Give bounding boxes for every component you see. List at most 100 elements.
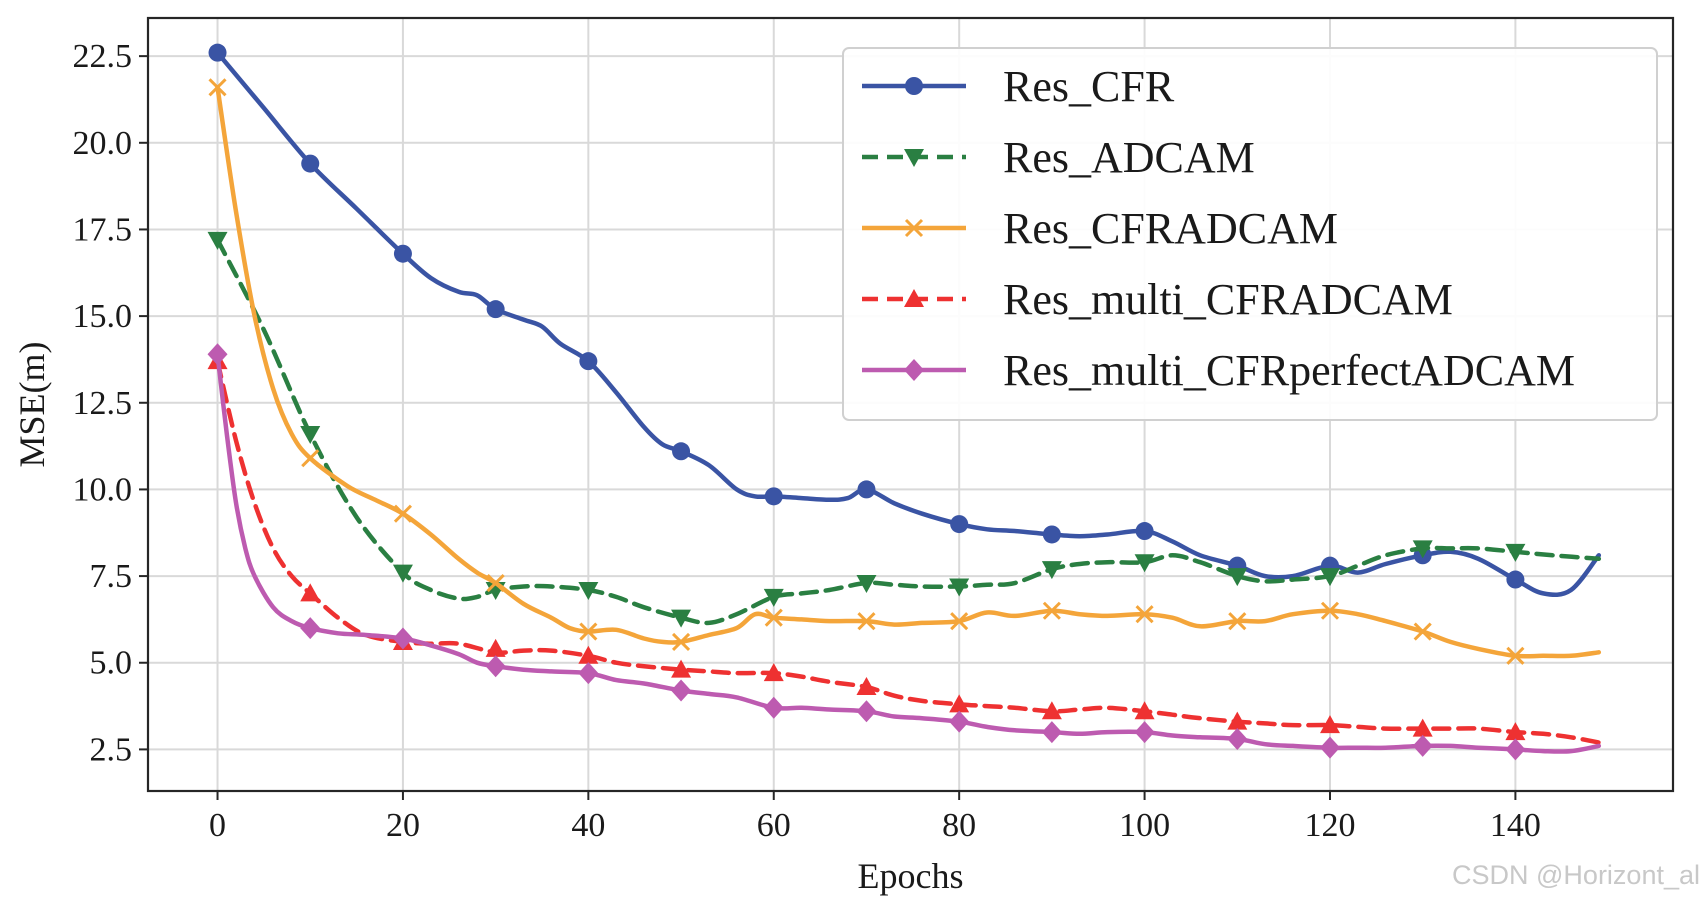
data-point — [1228, 612, 1247, 631]
legend-marker — [905, 77, 923, 95]
data-point — [1506, 646, 1525, 665]
data-point — [949, 694, 970, 713]
data-point — [393, 244, 412, 263]
data-point — [1319, 736, 1340, 759]
data-point — [301, 154, 320, 173]
y-tick-label: 10.0 — [73, 471, 133, 508]
data-point — [579, 622, 598, 641]
y-tick-label: 22.5 — [73, 38, 133, 75]
data-point — [856, 575, 877, 594]
y-tick-label: 2.5 — [90, 731, 133, 768]
legend-marker — [904, 218, 924, 238]
legend-item: Res_ADCAM — [862, 133, 1255, 182]
data-point — [763, 588, 784, 607]
legend-label: Res_CFRADCAM — [1003, 204, 1338, 253]
series-1 — [208, 43, 1602, 598]
x-tick-label: 0 — [209, 807, 226, 844]
y-tick-label: 17.5 — [73, 211, 133, 248]
data-point — [301, 449, 320, 468]
data-point — [1320, 601, 1340, 620]
data-point — [763, 663, 784, 682]
data-point — [392, 627, 413, 650]
data-point — [208, 78, 227, 97]
data-point — [1135, 522, 1154, 541]
x-tick-label: 140 — [1490, 807, 1541, 844]
legend-label: Res_ADCAM — [1003, 133, 1255, 182]
data-point — [207, 343, 228, 366]
data-point — [1134, 554, 1155, 573]
y-tick-label: 5.0 — [90, 645, 133, 682]
data-point — [1319, 568, 1340, 587]
data-point — [763, 696, 784, 719]
legend-label: Res_multi_CFRperfectADCAM — [1003, 346, 1575, 395]
data-point — [949, 578, 970, 597]
data-point — [300, 425, 321, 444]
data-point — [1042, 601, 1061, 620]
series-5 — [207, 343, 1602, 761]
legend-item: Res_multi_CFRperfectADCAM — [862, 346, 1575, 395]
data-point — [856, 700, 877, 723]
data-point — [1041, 561, 1062, 580]
data-point — [1505, 543, 1526, 562]
y-tick-label: 15.0 — [73, 298, 133, 335]
legend-marker — [904, 149, 924, 167]
x-axis-label: Epochs — [858, 856, 964, 896]
plot-frame — [146, 16, 1675, 793]
y-tick-label: 7.5 — [90, 558, 133, 595]
data-point — [671, 679, 692, 702]
data-point — [486, 573, 505, 593]
data-point — [1227, 568, 1248, 587]
data-point — [1412, 734, 1433, 757]
y-tick-label: 12.5 — [73, 385, 133, 422]
series-layer — [207, 43, 1602, 761]
series-line — [215, 358, 1602, 745]
data-point — [1041, 701, 1062, 720]
series-3 — [208, 78, 1602, 665]
data-point — [671, 632, 691, 652]
data-point — [208, 43, 227, 62]
x-tick-label: 80 — [942, 807, 976, 844]
data-point — [857, 480, 876, 499]
data-point — [485, 655, 506, 678]
data-point — [392, 564, 413, 583]
legend-label: Res_CFR — [1003, 62, 1175, 111]
data-point — [857, 612, 876, 631]
data-point — [1134, 701, 1155, 720]
data-point — [671, 659, 692, 678]
legend-item: Res_CFR — [862, 62, 1175, 111]
data-point — [578, 645, 599, 664]
data-point — [764, 608, 783, 627]
data-point — [1412, 540, 1433, 559]
data-point — [1227, 728, 1248, 751]
data-point — [671, 609, 692, 628]
data-point — [300, 583, 321, 602]
x-tick-label: 60 — [757, 807, 791, 844]
data-point — [856, 677, 877, 696]
data-point — [579, 352, 598, 371]
data-point — [672, 442, 691, 461]
y-tick-label: 20.0 — [73, 125, 133, 162]
data-point — [485, 638, 506, 657]
legend-box — [842, 47, 1658, 421]
series-line — [215, 237, 1602, 626]
x-tick-label: 100 — [1119, 807, 1170, 844]
y-axis-label: MSE(m) — [12, 342, 52, 468]
data-point — [1505, 722, 1526, 741]
data-point — [949, 710, 970, 733]
data-point — [1412, 718, 1433, 737]
legend-marker — [904, 359, 924, 381]
legend: Res_CFR Res_ADCAM Res_CFRADCAM Res_multi_CF… — [842, 47, 1658, 421]
data-point — [578, 581, 599, 600]
data-point — [1135, 605, 1154, 624]
data-point — [300, 617, 321, 640]
data-point — [578, 662, 599, 685]
data-point — [393, 504, 412, 523]
data-point — [207, 231, 228, 250]
legend-item: Res_multi_CFRADCAM — [862, 275, 1453, 324]
data-point — [1319, 715, 1340, 734]
legend-label: Res_multi_CFRADCAM — [1003, 275, 1453, 324]
data-point — [1042, 525, 1061, 544]
x-tick-label: 120 — [1304, 807, 1355, 844]
legend-marker — [904, 289, 924, 307]
